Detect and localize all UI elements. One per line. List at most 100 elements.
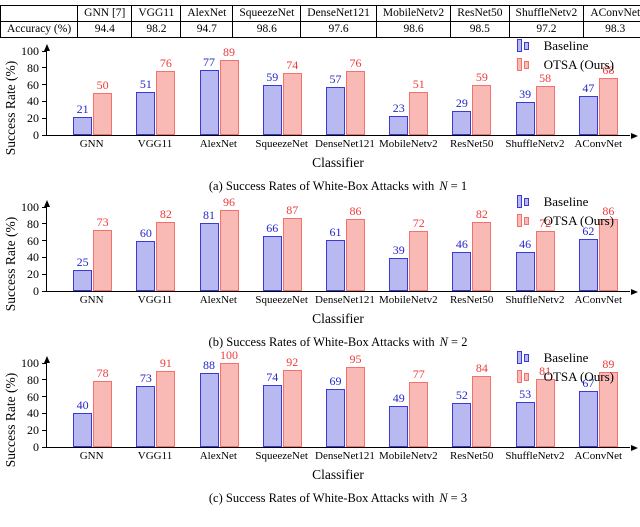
value-label: 96 xyxy=(223,195,236,210)
x-axis-arrow-icon xyxy=(631,288,638,295)
bar-group-resnet50: 46 82 xyxy=(440,208,503,291)
x-tick-label-aconvnet: AConvNet xyxy=(574,450,623,462)
value-label: 23 xyxy=(392,100,405,115)
value-label: 50 xyxy=(96,78,109,92)
value-label: 62 xyxy=(582,223,595,238)
x-tick-label-resnet50: ResNet50 xyxy=(449,294,494,306)
baseline-bar-squeezenet xyxy=(262,384,282,447)
baseline-bar-aconvnet xyxy=(578,238,598,291)
otsa-bar-gnn xyxy=(93,229,113,291)
y-tick xyxy=(42,100,47,102)
bar-group-vgg11: 73 91 xyxy=(124,356,187,447)
bar-group-mobilenetv2: 23 51 xyxy=(377,78,440,135)
value-label: 29 xyxy=(455,95,468,110)
value-label: 89 xyxy=(223,45,236,60)
caption-math-rest: = 2 xyxy=(451,335,468,349)
bar-group-alexnet: 77 89 xyxy=(187,46,250,135)
baseline-barwrap: 57 xyxy=(325,73,345,135)
otsa-barwrap: 51 xyxy=(409,78,429,135)
bar-group-mobilenetv2: 39 72 xyxy=(377,216,440,291)
y-axis-arrow-icon xyxy=(43,200,50,207)
x-axis-arrow-icon xyxy=(631,132,638,139)
otsa-bar-aconvnet xyxy=(598,77,618,135)
baseline-bar-resnet50 xyxy=(452,110,472,135)
value-label: 49 xyxy=(392,390,405,405)
table-header-cell: DenseNet121 xyxy=(300,5,377,22)
value-label: 76 xyxy=(349,56,362,71)
caption-math-rest: = 1 xyxy=(450,179,468,193)
baseline-barwrap: 74 xyxy=(262,370,282,447)
otsa-bar-shufflenetv2 xyxy=(535,86,555,135)
chart-b: Success Rate (%) 0 20 40 60 80 100 25 73 60 82 81 9… xyxy=(0,194,640,350)
baseline-bar-alexnet xyxy=(199,373,219,447)
otsa-bar-mobilenetv2 xyxy=(409,382,429,447)
bar-group-resnet50: 29 59 xyxy=(440,71,503,135)
otsa-bar-vgg11 xyxy=(156,71,176,135)
accuracy-table: GNN [7] VGG11 AlexNet SqueezeNet DenseNe… xyxy=(0,5,640,38)
table-value-row: Accuracy (%) 94.4 98.2 94.7 98.6 97.6 98… xyxy=(0,21,640,38)
y-tick-label: 100 xyxy=(21,356,39,370)
otsa-barwrap: 92 xyxy=(282,355,302,447)
baseline-swatch-icon xyxy=(514,351,532,364)
value-label: 89 xyxy=(602,357,615,372)
table-header-cell: SqueezeNet xyxy=(232,5,302,22)
otsa-barwrap: 95 xyxy=(345,353,365,447)
baseline-barwrap: 77 xyxy=(199,56,219,135)
otsa-barwrap: 78 xyxy=(93,367,113,447)
baseline-bar-resnet50 xyxy=(452,403,472,447)
otsa-bar-densenet121 xyxy=(345,218,365,291)
baseline-barwrap: 51 xyxy=(136,78,156,135)
bar-group-vgg11: 60 82 xyxy=(124,208,187,291)
value-label: 66 xyxy=(266,220,279,235)
otsa-barwrap: 58 xyxy=(535,72,555,135)
legend: Baseline OTSA (Ours) xyxy=(514,36,614,74)
caption-math-var: N xyxy=(439,179,448,193)
otsa-barwrap: 73 xyxy=(93,215,113,291)
baseline-barwrap: 46 xyxy=(515,238,535,291)
y-tick xyxy=(42,50,47,52)
y-tick-label: 20 xyxy=(27,111,39,126)
x-tick-label-shufflenetv2: ShuffleNetv2 xyxy=(505,138,565,150)
y-tick-label: 100 xyxy=(21,200,39,214)
baseline-bar-squeezenet xyxy=(262,235,282,291)
y-tick-label: 60 xyxy=(27,233,39,248)
baseline-barwrap: 29 xyxy=(452,96,472,135)
x-tick-label-squeezenet: SqueezeNet xyxy=(255,450,308,462)
x-axis-label: Classifier xyxy=(312,311,364,326)
y-axis-arrow-icon xyxy=(43,356,50,363)
otsa-bar-densenet121 xyxy=(345,367,365,447)
value-label: 87 xyxy=(286,202,299,217)
x-tick-label-squeezenet: SqueezeNet xyxy=(255,138,308,150)
bar-group-aconvnet: 67 89 xyxy=(567,358,630,447)
bar-group-aconvnet: 62 86 xyxy=(567,204,630,291)
baseline-barwrap: 21 xyxy=(73,103,93,135)
otsa-bar-alexnet xyxy=(219,60,239,135)
table-header-cell: AlexNet xyxy=(180,5,234,22)
x-axis-arrow-icon xyxy=(631,444,638,451)
bar-group-mobilenetv2: 49 77 xyxy=(377,368,440,447)
x-tick-labels: GNN VGG11 AlexNet SqueezeNet DenseNet121 Mobi… xyxy=(46,138,630,151)
table-header-cell: GNN [7] xyxy=(77,5,133,22)
otsa-barwrap: 68 xyxy=(598,63,618,135)
bar-group-resnet50: 52 84 xyxy=(440,362,503,447)
baseline-bar-aconvnet xyxy=(578,390,598,447)
chart-caption: (b) Success Rates of White-Box Attacks w… xyxy=(46,335,630,350)
x-axis-label: Classifier xyxy=(312,467,364,482)
baseline-barwrap: 62 xyxy=(578,224,598,291)
x-tick-label-vgg11: VGG11 xyxy=(137,294,173,306)
baseline-bar-vgg11 xyxy=(136,385,156,447)
otsa-barwrap: 76 xyxy=(156,57,176,135)
value-label: 74 xyxy=(286,57,299,72)
y-tick-label: 40 xyxy=(27,406,39,421)
otsa-barwrap: 89 xyxy=(598,358,618,447)
baseline-barwrap: 69 xyxy=(325,375,345,447)
otsa-bar-alexnet xyxy=(219,363,239,447)
otsa-swatch-icon xyxy=(514,58,532,71)
baseline-bar-resnet50 xyxy=(452,252,472,291)
value-label: 46 xyxy=(455,237,468,252)
otsa-bar-shufflenetv2 xyxy=(535,378,555,447)
baseline-bar-gnn xyxy=(73,270,93,291)
otsa-bar-mobilenetv2 xyxy=(409,92,429,135)
chart-caption: (a) Success Rates of White-Box Attacks w… xyxy=(46,179,630,194)
